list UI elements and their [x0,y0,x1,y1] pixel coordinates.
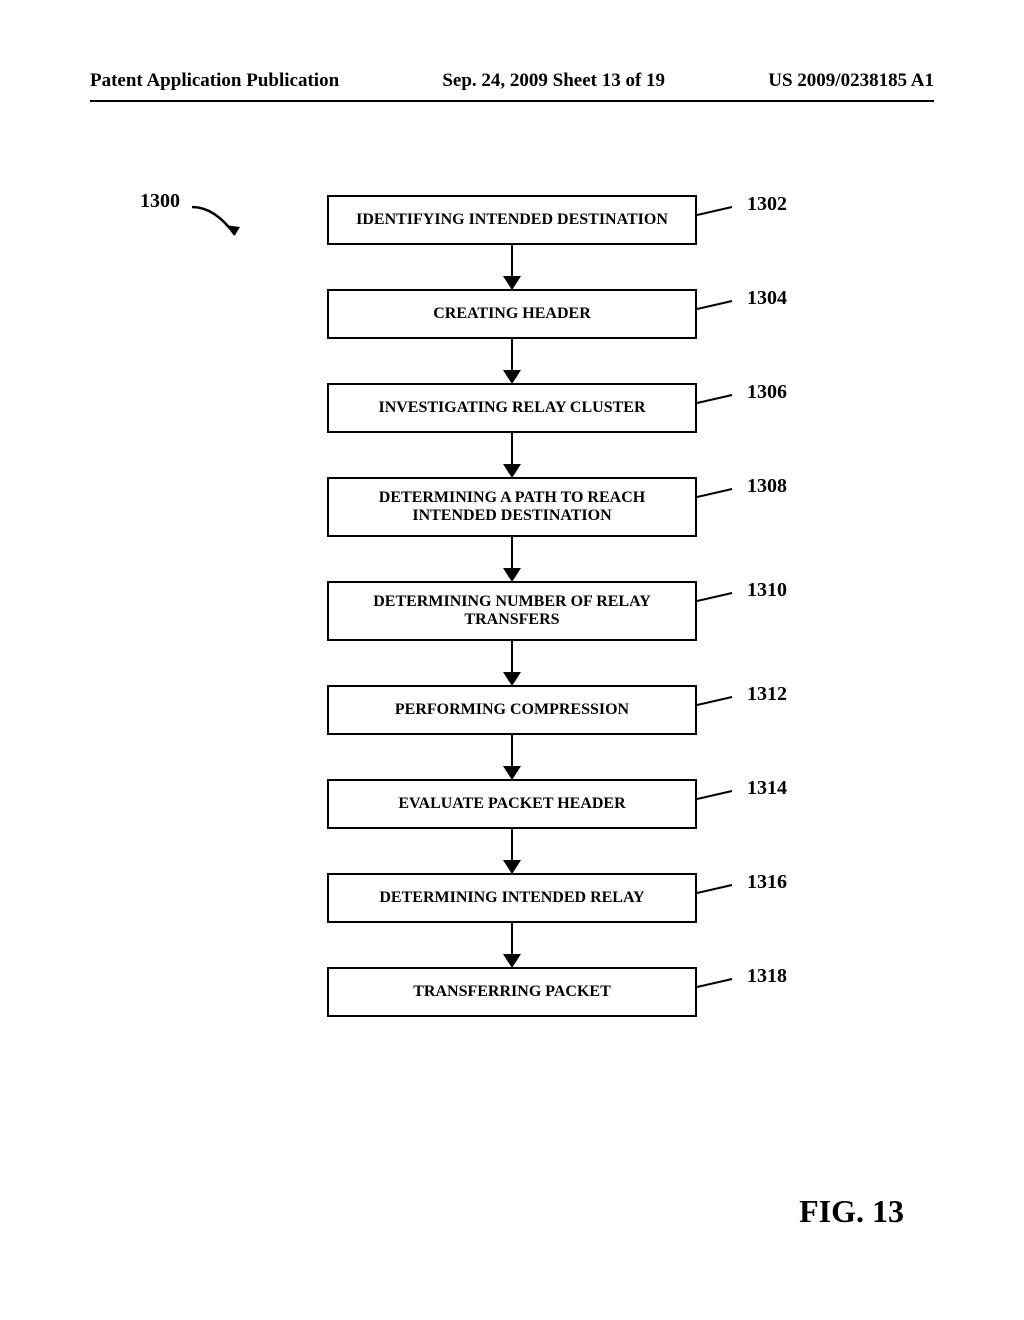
figure-caption: FIG. 13 [799,1193,904,1230]
flow-arrow-down [511,339,514,383]
flow-box: PERFORMING COMPRESSION [327,685,697,735]
flow-box-label: DETERMINING INTENDED RELAY [379,889,644,907]
page-header: Patent Application Publication Sep. 24, … [0,70,1024,92]
flow-box: DETERMINING NUMBER OF RELAY TRANSFERS [327,581,697,641]
flow-step: IDENTIFYING INTENDED DESTINATION 1302 [327,195,697,245]
lead-line-icon [697,695,737,715]
flow-step: CREATING HEADER 1304 [327,289,697,339]
flow-box: EVALUATE PACKET HEADER [327,779,697,829]
flow-box-label: DETERMINING NUMBER OF RELAY TRANSFERS [347,593,677,629]
lead-line-icon [697,487,737,507]
ref-label: 1310 [747,579,787,602]
ref-label: 1318 [747,965,787,988]
flow-arrow-down [511,537,514,581]
flow-box: INVESTIGATING RELAY CLUSTER [327,383,697,433]
ref-label: 1316 [747,871,787,894]
ref-label: 1312 [747,683,787,706]
lead-line-icon [697,977,737,997]
flow-step: PERFORMING COMPRESSION 1312 [327,685,697,735]
lead-line-icon [697,591,737,611]
flow-box-label: IDENTIFYING INTENDED DESTINATION [356,211,668,229]
flow-box: CREATING HEADER [327,289,697,339]
lead-line-icon [697,299,737,319]
flow-box: TRANSFERRING PACKET [327,967,697,1017]
flowchart: IDENTIFYING INTENDED DESTINATION 1302 CR… [0,195,1024,1017]
flow-box-label: INVESTIGATING RELAY CLUSTER [378,399,645,417]
flow-step: INVESTIGATING RELAY CLUSTER 1306 [327,383,697,433]
flow-arrow-down [511,923,514,967]
flow-box: IDENTIFYING INTENDED DESTINATION [327,195,697,245]
flow-box-label: TRANSFERRING PACKET [413,983,611,1001]
flow-arrow-down [511,829,514,873]
header-rule [90,100,934,102]
flow-box: DETERMINING A PATH TO REACH INTENDED DES… [327,477,697,537]
flow-arrow-down [511,641,514,685]
ref-label: 1308 [747,475,787,498]
flow-arrow-down [511,433,514,477]
ref-label: 1302 [747,193,787,216]
flow-arrow-down [511,735,514,779]
header-center: Sep. 24, 2009 Sheet 13 of 19 [442,70,665,92]
flow-box-label: EVALUATE PACKET HEADER [398,795,625,813]
ref-label: 1304 [747,287,787,310]
flow-box-label: CREATING HEADER [433,305,591,323]
lead-line-icon [697,789,737,809]
flow-box: DETERMINING INTENDED RELAY [327,873,697,923]
lead-line-icon [697,883,737,903]
flow-step: TRANSFERRING PACKET 1318 [327,967,697,1017]
flow-step: DETERMINING INTENDED RELAY 1316 [327,873,697,923]
header-left: Patent Application Publication [90,70,339,92]
ref-label: 1306 [747,381,787,404]
ref-label: 1314 [747,777,787,800]
flow-box-label: DETERMINING A PATH TO REACH INTENDED DES… [347,489,677,525]
lead-line-icon [697,205,737,225]
flow-arrow-down [511,245,514,289]
lead-line-icon [697,393,737,413]
flow-step: DETERMINING NUMBER OF RELAY TRANSFERS 13… [327,581,697,641]
flow-step: EVALUATE PACKET HEADER 1314 [327,779,697,829]
flow-step: DETERMINING A PATH TO REACH INTENDED DES… [327,477,697,537]
flow-box-label: PERFORMING COMPRESSION [395,701,629,719]
header-right: US 2009/0238185 A1 [768,70,934,92]
